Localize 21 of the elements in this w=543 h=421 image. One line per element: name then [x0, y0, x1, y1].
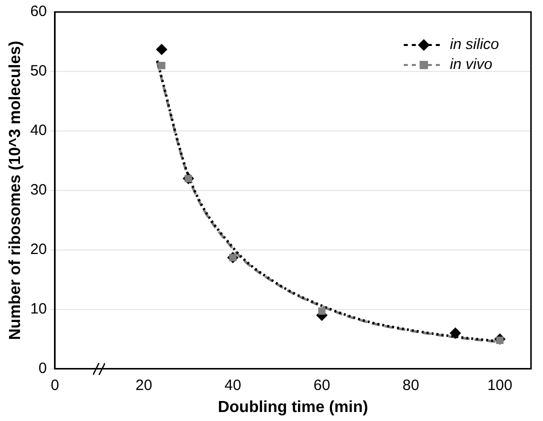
x-tick-label: 40	[224, 376, 242, 394]
y-tick-label: 20	[30, 241, 47, 258]
point	[450, 328, 461, 339]
y-tick-label: 30	[30, 182, 47, 199]
x-axis-title: Doubling time (min)	[218, 398, 368, 416]
x-tick-label: 80	[402, 376, 420, 394]
y-tick-label: 50	[30, 62, 47, 80]
legend-label: in vivo	[450, 56, 492, 74]
x-tick-label: 0	[50, 376, 60, 394]
point	[156, 44, 168, 55]
x-tick-label: 20	[136, 376, 152, 394]
point	[158, 62, 166, 70]
x-tick-label: 60	[314, 376, 330, 394]
y-axis-title: Number of ribosomes (10^3 molecules)	[7, 40, 24, 340]
point	[318, 307, 326, 315]
y-tick-label: 40	[30, 122, 47, 140]
x-tick-label: 100	[487, 376, 512, 394]
y-tick-label: 10	[30, 300, 47, 318]
legend-label: in silico	[450, 36, 500, 54]
y-tick-label: 60	[30, 3, 47, 20]
y-tick-label: 0	[38, 360, 47, 377]
